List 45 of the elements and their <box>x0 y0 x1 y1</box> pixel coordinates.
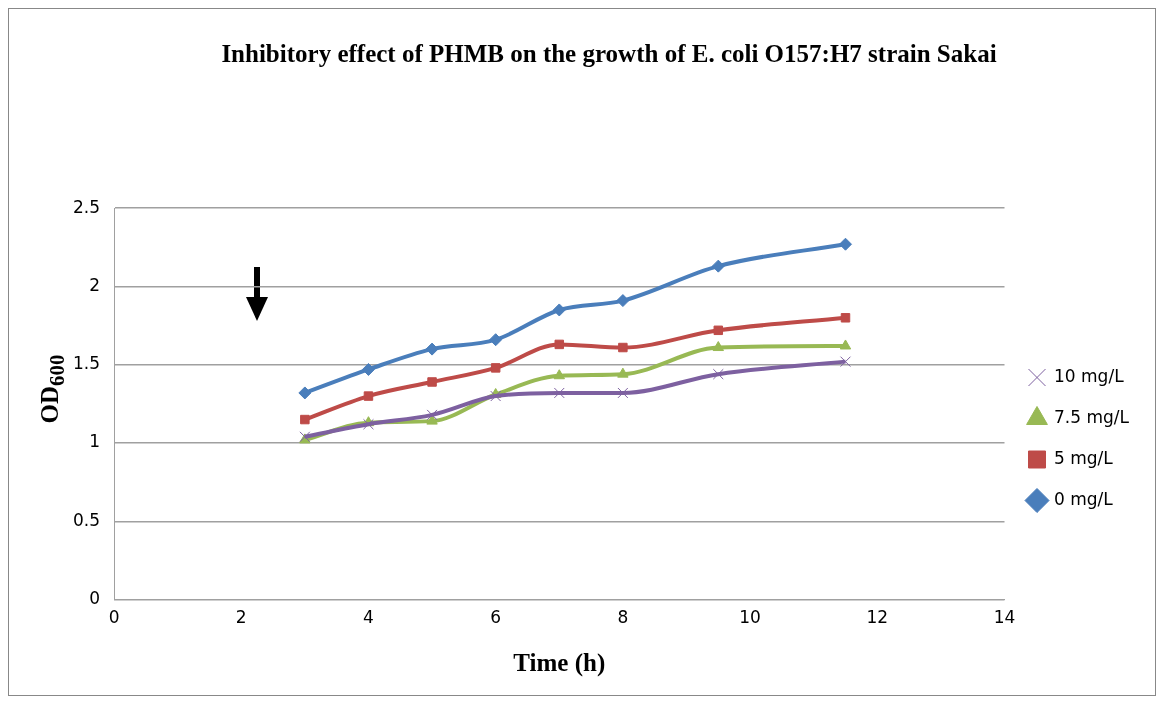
point <box>490 363 501 373</box>
point <box>839 339 852 350</box>
y-tick-label: 2 <box>89 274 101 295</box>
point <box>298 386 312 400</box>
point <box>300 414 310 425</box>
point <box>552 303 566 317</box>
x-axis-title: Time (h) <box>513 649 606 678</box>
x-tick-label: 8 <box>617 607 629 628</box>
y-tick-label: 1 <box>89 431 101 452</box>
point <box>712 341 724 352</box>
point <box>617 367 629 378</box>
point <box>553 369 565 380</box>
point <box>554 339 565 350</box>
y-tick-label: 1.5 <box>72 353 101 374</box>
legend-label: 7.5 mg/L <box>1054 406 1130 427</box>
x-tick-label: 0 <box>108 607 120 628</box>
y-tick-label: 0 <box>89 588 101 609</box>
point <box>426 409 438 421</box>
point <box>840 313 851 323</box>
x-tick-label: 6 <box>490 607 502 628</box>
point <box>618 342 628 353</box>
x-tick-label: 12 <box>866 607 889 628</box>
point <box>712 368 724 380</box>
legend-label: 5 mg/L <box>1054 447 1114 468</box>
point <box>489 333 503 347</box>
point <box>711 259 725 273</box>
point <box>839 237 852 251</box>
point <box>553 387 565 399</box>
x-tick-label: 2 <box>235 607 247 628</box>
chart-title: Inhibitory effect of PHMB on the growth of E. coli O157:H7 strain Sakai <box>220 39 998 69</box>
point <box>713 325 724 336</box>
x-tick-label: 14 <box>993 607 1016 628</box>
point <box>363 391 374 401</box>
point <box>427 377 437 387</box>
y-tick-label: 2.5 <box>72 196 101 217</box>
point <box>361 362 375 376</box>
point <box>425 342 439 356</box>
legend-label: 0 mg/L <box>1054 488 1114 509</box>
point <box>617 387 629 399</box>
point <box>616 294 630 308</box>
legend-label: 10 mg/L <box>1054 365 1125 386</box>
x-tick-label: 10 <box>739 607 761 628</box>
point <box>840 356 851 368</box>
x-tick-label: 4 <box>363 607 374 628</box>
y-tick-label: 0.5 <box>72 509 101 530</box>
